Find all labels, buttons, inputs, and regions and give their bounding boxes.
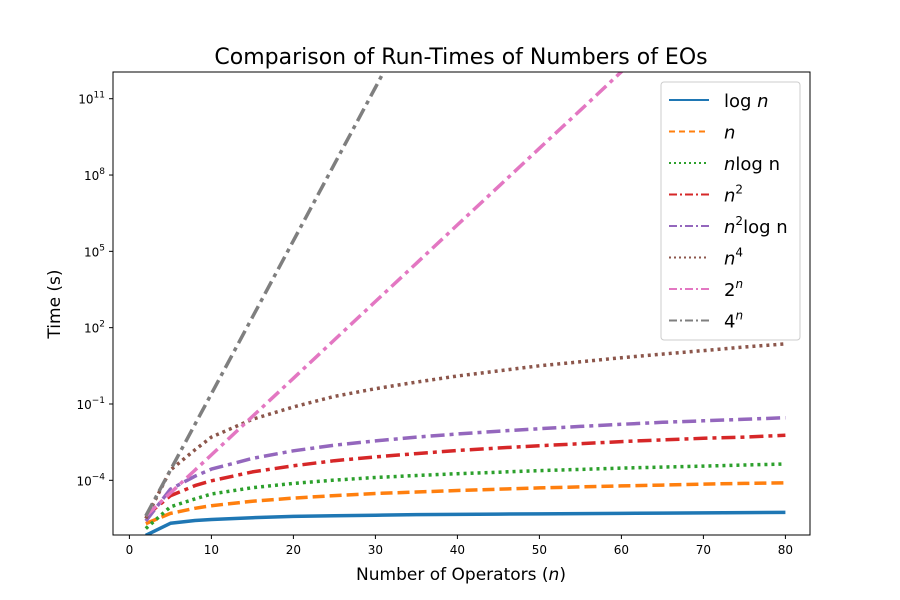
series-line-7: [144, 72, 386, 517]
x-tick-label: 40: [450, 543, 465, 557]
y-axis-label: Time (s): [45, 269, 65, 339]
x-axis-label-text: Number of Operators (: [356, 565, 548, 585]
legend-label: n2log n: [724, 214, 788, 238]
x-tick-label: 20: [286, 543, 301, 557]
legend-frame: [660, 81, 801, 341]
y-tick-label: 105: [84, 243, 105, 259]
legend-label: 2n: [724, 277, 743, 301]
x-tick-label: 30: [368, 543, 383, 557]
x-axis: 0 10 20 30 40 50 60 70 80: [126, 535, 793, 557]
x-tick-label: 0: [126, 543, 134, 557]
legend-label: n2: [724, 183, 743, 207]
y-tick-label: 102: [84, 320, 105, 336]
legend-label: nlog n: [724, 154, 780, 175]
x-tick-label: 70: [696, 543, 711, 557]
y-tick-label: 10−4: [76, 472, 105, 488]
plot-frame: [112, 71, 811, 536]
y-tick-label: 10−1: [76, 396, 105, 412]
legend: log n n nlog n n2 n2log n n4 2n 4n: [660, 81, 801, 341]
series-line-3: [144, 433, 786, 518]
series-line-6: [144, 72, 624, 518]
series-line-0: [145, 510, 786, 535]
legend-label: n4: [724, 246, 743, 270]
x-axis-label-end: ): [559, 565, 566, 585]
series-line-2: [144, 462, 786, 530]
series-line-1: [145, 481, 786, 526]
x-tick-label: 10: [204, 543, 219, 557]
chart-title: Comparison of Run-Times of Numbers of EO…: [214, 45, 707, 70]
x-axis-label: Number of Operators (n): [356, 565, 566, 585]
series-line-4: [144, 415, 786, 523]
x-tick-label: 60: [614, 543, 629, 557]
y-axis: 10−4 10−1 102 105 108 1011: [76, 91, 113, 488]
legend-label: log n: [724, 91, 769, 112]
series-line-5: [144, 342, 786, 520]
x-tick-label: 50: [532, 543, 547, 557]
x-axis-label-var: n: [549, 565, 560, 585]
legend-label: 4n: [724, 309, 743, 333]
series-layer: [144, 72, 786, 535]
y-tick-label: 1011: [78, 91, 105, 107]
x-tick-label: 80: [778, 543, 793, 557]
legend-label: n: [724, 123, 735, 144]
y-tick-label: 108: [84, 167, 105, 183]
